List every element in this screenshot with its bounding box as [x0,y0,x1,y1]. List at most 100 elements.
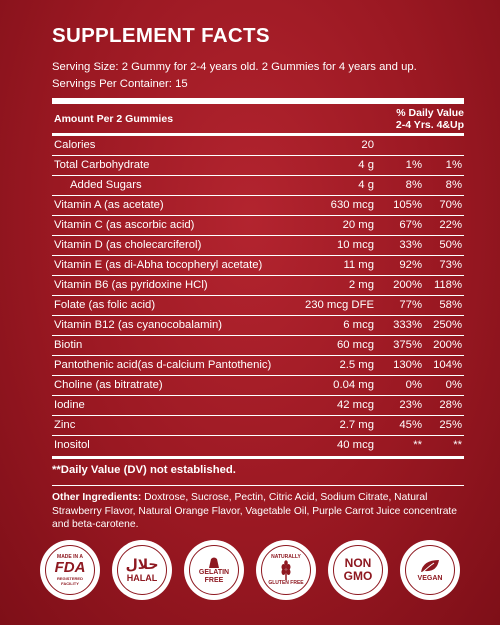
nutrient-amount: 10 mcg [336,239,374,251]
page-title: SUPPLEMENT FACTS [52,24,270,47]
nutrient-name: Added Sugars [70,179,142,191]
dv-2-4-yrs: 333% [393,319,422,331]
nutrient-amount: 60 mcg [336,339,374,351]
halal-arabic-text: حلال [125,556,159,573]
gluten-top-text: NATURALLY [271,554,301,560]
dv-4-and-up: 200% [433,339,462,351]
gelatin-free-line1: GELATIN [198,568,230,576]
gelatin-free-badge: GELATIN FREE [184,540,244,600]
gelatin-free-icon: GELATIN FREE [189,545,239,595]
non-gmo-line1: NON [344,556,372,570]
nutrient-name: Vitamin B6 (as pyridoxine HCl) [54,279,208,291]
table-row: Pantothenic acid(as d-calcium Pantotheni… [52,356,464,376]
table-row: Vitamin C (as ascorbic acid) 20 mg 67% 22% [52,216,464,236]
nutrient-amount: 11 mg [343,259,374,271]
dv-2-4-yrs: 8% [405,179,422,191]
dv-4-and-up: 22% [439,219,462,231]
dv-2-4-yrs: 67% [399,219,422,231]
dv-2-4-yrs: 105% [393,199,422,211]
nutrient-name: Folate (as folic acid) [54,299,156,311]
table-header: Amount Per 2 Gummies % Daily Value 2-4 Y… [52,104,464,136]
dv-4-and-up: 104% [433,359,462,371]
dv-4-and-up: 58% [439,299,462,311]
nutrient-amount: 40 mcg [336,439,374,451]
dv-4-and-up: 118% [433,279,462,291]
serving-info: Serving Size: 2 Gummy for 2-4 years old.… [52,59,464,93]
nutrient-amount: 0.04 mg [333,379,374,391]
gelatin-free-line2: FREE [204,576,224,584]
table-row: Folate (as folic acid) 230 mcg DFE 77% 58% [52,296,464,316]
dv-2-4-yrs: 200% [393,279,422,291]
nutrient-name: Vitamin C (as ascorbic acid) [54,219,195,231]
vegan-badge: VEGAN [400,540,460,600]
dv-4-and-up: 1% [445,159,462,171]
nutrient-name: Vitamin D (as cholecarciferol) [54,239,202,251]
table-row: Iodine 42 mcg 23% 28% [52,396,464,416]
wheat-icon: NATURALLY GLUTEN FREE [261,545,311,595]
non-gmo-badge: NON GMO [328,540,388,600]
dv-note: **Daily Value (DV) not established. [52,464,236,476]
vegan-text: VEGAN [417,574,443,582]
fda-icon: MADE IN A FDA REGISTERED FACILITY [45,545,95,595]
dv-4-and-up: 73% [439,259,462,271]
serving-size: Serving Size: 2 Gummy for 2-4 years old.… [52,61,417,73]
table-row: Vitamin B12 (as cyanocobalamin) 6 mcg 333%… [52,316,464,336]
dv-4-and-up: 28% [439,399,462,411]
nutrient-name: Choline (as bitratrate) [54,379,163,391]
gluten-bottom-text: GLUTEN FREE [268,580,304,586]
nutrient-name: Zinc [54,419,76,431]
nutrient-amount: 2 mg [348,279,374,291]
nutrient-name: Vitamin E (as di-Abha tocopheryl acetate… [54,259,263,271]
fda-badge: MADE IN A FDA REGISTERED FACILITY [40,540,100,600]
halal-main-text: HALAL [126,572,158,583]
table-row: Inositol 40 mcg ** ** [52,436,464,456]
nutrient-amount: 42 mcg [336,399,374,411]
non-gmo-icon: NON GMO [333,545,383,595]
supplement-facts-panel: SUPPLEMENT FACTS Serving Size: 2 Gummy f… [52,24,464,532]
table-row: Vitamin A (as acetate) 630 mcg 105% 70% [52,196,464,216]
ingredients-text: Doxtrose, Sucrose, Pectin, Citric Acid, … [52,492,458,530]
vegan-leaf-icon [421,559,439,573]
dv-4-and-up: 70% [439,199,462,211]
non-gmo-line2: GMO [343,569,373,583]
nutrient-amount: 20 mg [342,219,374,231]
nutrient-name: Biotin [54,339,83,351]
table-row: Biotin 60 mcg 375% 200% [52,336,464,356]
fda-bottom-text: REGISTERED FACILITY [56,576,83,586]
nutrient-amount: 20 [361,139,374,151]
dv-2-4-yrs: 92% [399,259,422,271]
dv-2-4-yrs: 0% [405,379,422,391]
dv-4-and-up: 8% [445,179,462,191]
nutrient-name: Vitamin A (as acetate) [54,199,164,211]
daily-value-label: % Daily Value 2-4 Yrs. 4&Up [396,107,464,131]
dv-2-4-yrs: 45% [399,419,422,431]
dv-2-4-yrs: 1% [405,159,422,171]
dv-4-and-up: ** [453,439,462,451]
dv-2-4-yrs: 375% [393,339,422,351]
nutrient-amount: 230 mcg DFE [304,299,374,311]
nutrient-name: Pantothenic acid(as d-calcium Pantotheni… [54,359,272,371]
fda-main-text: FDA [54,559,86,576]
halal-icon: حلال HALAL [117,545,167,595]
nutrient-amount: 4 g [358,159,374,171]
gelatin-drop-icon [209,557,219,568]
table-row: Calories 20 [52,136,464,156]
daily-value-label-line1: % Daily Value [396,107,464,119]
nutrient-name: Vitamin B12 (as cyanocobalamin) [54,319,223,331]
certification-badges: MADE IN A FDA REGISTERED FACILITY حلال H… [40,540,460,602]
dv-4-and-up: 25% [439,419,462,431]
fda-top-text: MADE IN A [57,554,83,560]
table-row: Added Sugars 4 g 8% 8% [52,176,464,196]
table-row: Choline (as bitratrate) 0.04 mg 0% 0% [52,376,464,396]
wheat-stalk-icon [281,560,291,580]
dv-2-4-yrs: 130% [393,359,422,371]
gluten-free-badge: NATURALLY GLUTEN FREE [256,540,316,600]
nutrient-name: Total Carbohydrate [54,159,150,171]
daily-value-label-line2: 2-4 Yrs. 4&Up [395,119,464,131]
table-row: Zinc 2.7 mg 45% 25% [52,416,464,436]
halal-badge: حلال HALAL [112,540,172,600]
nutrient-name: Inositol [54,439,90,451]
nutrient-table: Calories 20 Total Carbohydrate 4 g 1% 1% Added… [52,136,464,456]
dv-2-4-yrs: 33% [399,239,422,251]
dv-4-and-up: 0% [445,379,462,391]
